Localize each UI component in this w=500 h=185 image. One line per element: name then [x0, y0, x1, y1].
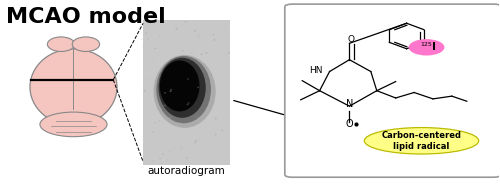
- Ellipse shape: [215, 118, 217, 120]
- Ellipse shape: [210, 28, 212, 29]
- Ellipse shape: [197, 38, 199, 39]
- Text: O: O: [346, 119, 354, 129]
- Ellipse shape: [224, 24, 226, 26]
- Ellipse shape: [198, 139, 200, 141]
- Ellipse shape: [170, 89, 172, 91]
- Ellipse shape: [152, 131, 154, 133]
- Ellipse shape: [167, 159, 169, 161]
- Ellipse shape: [152, 160, 154, 162]
- Ellipse shape: [40, 112, 107, 137]
- Ellipse shape: [147, 38, 149, 40]
- Ellipse shape: [408, 39, 444, 56]
- Ellipse shape: [221, 130, 223, 131]
- Ellipse shape: [195, 140, 197, 141]
- Ellipse shape: [158, 120, 160, 122]
- Ellipse shape: [190, 138, 192, 139]
- Ellipse shape: [200, 119, 202, 121]
- Ellipse shape: [186, 104, 188, 105]
- Ellipse shape: [173, 124, 175, 125]
- Ellipse shape: [182, 50, 184, 52]
- Ellipse shape: [176, 28, 178, 30]
- Text: I: I: [432, 42, 436, 52]
- Ellipse shape: [152, 115, 154, 117]
- Ellipse shape: [156, 56, 211, 123]
- Ellipse shape: [180, 147, 182, 148]
- Ellipse shape: [212, 34, 214, 36]
- Ellipse shape: [154, 122, 156, 124]
- Ellipse shape: [154, 48, 156, 49]
- Ellipse shape: [72, 37, 100, 51]
- Ellipse shape: [197, 86, 199, 88]
- Ellipse shape: [162, 153, 164, 155]
- Ellipse shape: [168, 150, 170, 152]
- Ellipse shape: [214, 39, 216, 41]
- Text: lipid radical: lipid radical: [394, 142, 450, 151]
- Text: N: N: [346, 99, 353, 109]
- Ellipse shape: [186, 157, 188, 159]
- Ellipse shape: [160, 60, 200, 111]
- Ellipse shape: [48, 37, 74, 51]
- Ellipse shape: [158, 34, 160, 36]
- FancyBboxPatch shape: [285, 4, 500, 177]
- Text: MCAO model: MCAO model: [6, 7, 166, 27]
- Ellipse shape: [174, 26, 176, 28]
- Ellipse shape: [142, 46, 144, 47]
- Ellipse shape: [214, 134, 216, 135]
- Ellipse shape: [194, 30, 196, 32]
- Ellipse shape: [164, 105, 166, 106]
- Text: 125: 125: [420, 42, 432, 47]
- Ellipse shape: [176, 125, 178, 127]
- Ellipse shape: [169, 117, 171, 119]
- Ellipse shape: [187, 78, 189, 80]
- Text: autoradiogram: autoradiogram: [148, 166, 226, 176]
- Bar: [143, 20, 230, 165]
- Ellipse shape: [152, 61, 154, 62]
- Ellipse shape: [30, 49, 117, 125]
- Ellipse shape: [206, 111, 208, 113]
- Ellipse shape: [146, 78, 148, 80]
- Ellipse shape: [204, 162, 206, 163]
- Ellipse shape: [180, 122, 182, 124]
- Ellipse shape: [158, 58, 206, 118]
- Text: HN: HN: [309, 66, 322, 75]
- Ellipse shape: [200, 53, 202, 55]
- Ellipse shape: [196, 116, 198, 118]
- Ellipse shape: [154, 55, 216, 128]
- Ellipse shape: [364, 128, 478, 154]
- Ellipse shape: [174, 148, 176, 149]
- Ellipse shape: [191, 52, 193, 54]
- Ellipse shape: [170, 90, 172, 92]
- Ellipse shape: [164, 92, 166, 94]
- Text: O: O: [348, 35, 354, 44]
- Ellipse shape: [156, 29, 158, 31]
- Ellipse shape: [188, 102, 190, 104]
- Ellipse shape: [228, 52, 230, 54]
- Ellipse shape: [145, 32, 147, 34]
- Text: Carbon-centered: Carbon-centered: [382, 131, 462, 140]
- Ellipse shape: [184, 21, 186, 23]
- Ellipse shape: [198, 35, 200, 37]
- Ellipse shape: [174, 23, 176, 25]
- Ellipse shape: [159, 158, 161, 160]
- Ellipse shape: [206, 52, 208, 54]
- Ellipse shape: [194, 142, 196, 143]
- Ellipse shape: [144, 90, 146, 92]
